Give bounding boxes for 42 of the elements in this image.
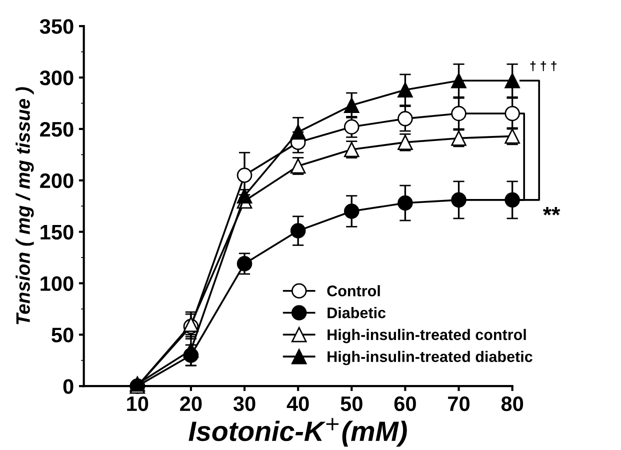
point [236,188,252,204]
annotation: ** [542,207,560,216]
x-axis-title: Isotonic-K$^{+}$(mM) [188,418,407,447]
y-tick-label: 200 [40,173,74,188]
legend-label: Diabetic [328,307,386,318]
point [398,82,413,98]
point [290,223,306,238]
point [236,168,252,183]
point [344,204,360,219]
point [451,106,466,122]
legend-label: High-insulin-treated diabetic [328,350,532,366]
legend-label: Control [327,285,380,296]
point [504,106,520,122]
point [290,124,306,140]
legend-label: High-insulin-treated control [328,328,526,344]
x-tick-label: 20 [180,396,202,412]
x-tick-label: 10 [127,396,148,412]
y-tick-label: 50 [52,328,74,342]
x-tick-label: 80 [501,396,524,412]
point [398,111,413,126]
point [504,72,520,88]
point [344,119,360,135]
point [344,98,360,113]
point [451,192,466,208]
text: † † † [530,61,556,72]
x-tick-label: 70 [448,396,470,412]
y-tick-label: 250 [40,122,74,137]
y-tick-label: 350 [40,19,74,34]
point [183,342,199,358]
point [236,256,252,272]
x-tick-label: 50 [340,396,362,412]
y-tick-label: 150 [40,224,74,240]
x-tick-label: 60 [394,396,416,412]
y-axis-title: Tension ( mg / mg tissue ) [16,87,34,324]
x-tick-label: 30 [233,396,256,412]
point [451,72,466,88]
y-tick-label: 100 [40,276,74,291]
point [398,195,413,211]
y-tick-label: 0 [63,379,74,394]
x-tick-label: 40 [286,396,309,412]
point [504,192,520,208]
y-tick-label: 300 [40,70,74,86]
